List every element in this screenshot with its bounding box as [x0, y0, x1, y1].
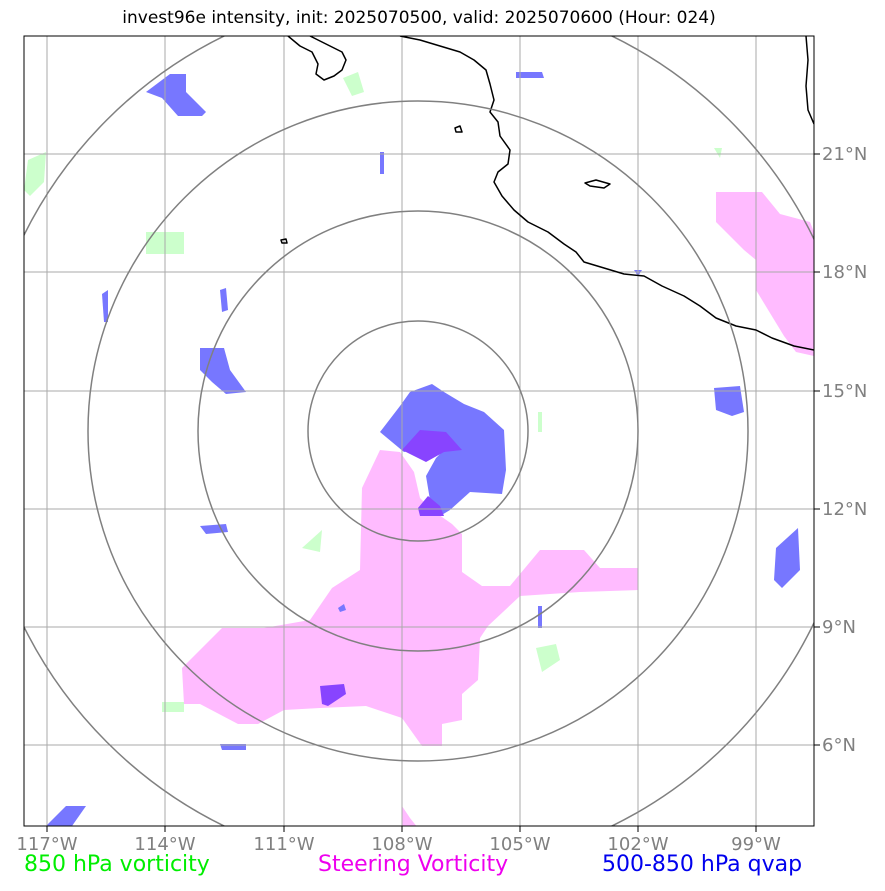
lat-label: 6°N	[822, 735, 856, 756]
lat-label: 18°N	[822, 262, 867, 283]
lat-label: 12°N	[822, 499, 867, 520]
overlap-layer	[320, 430, 462, 706]
map-title: invest96e intensity, init: 2025070500, v…	[122, 8, 716, 28]
latlon-grid	[24, 36, 814, 826]
vorticity-850-layer	[24, 72, 722, 712]
lon-label: 108°W	[371, 834, 432, 855]
latitude-labels: 21°N 18°N 15°N 12°N 9°N 6°N	[822, 144, 867, 756]
legend-qvap: 500-850 hPa qvap	[602, 852, 803, 877]
lon-label: 114°W	[134, 834, 195, 855]
axis-ticks	[46, 153, 820, 832]
range-rings	[24, 36, 814, 826]
longitude-labels: 117°W 114°W 111°W 108°W 105°W 102°W 99°W	[16, 834, 781, 855]
lon-label: 102°W	[607, 834, 668, 855]
lon-label: 111°W	[253, 834, 314, 855]
lat-label: 9°N	[822, 617, 856, 638]
map-frame	[23, 35, 815, 827]
lon-label: 105°W	[489, 834, 550, 855]
steering-vorticity-layer	[182, 192, 814, 826]
lat-label: 15°N	[822, 381, 867, 402]
lat-label: 21°N	[822, 144, 867, 165]
lon-label: 99°W	[731, 834, 781, 855]
legend-steering-vorticity: Steering Vorticity	[318, 852, 509, 877]
coastline	[280, 36, 814, 351]
legend-850-vorticity: 850 hPa vorticity	[24, 852, 210, 877]
lon-label: 117°W	[16, 834, 77, 855]
